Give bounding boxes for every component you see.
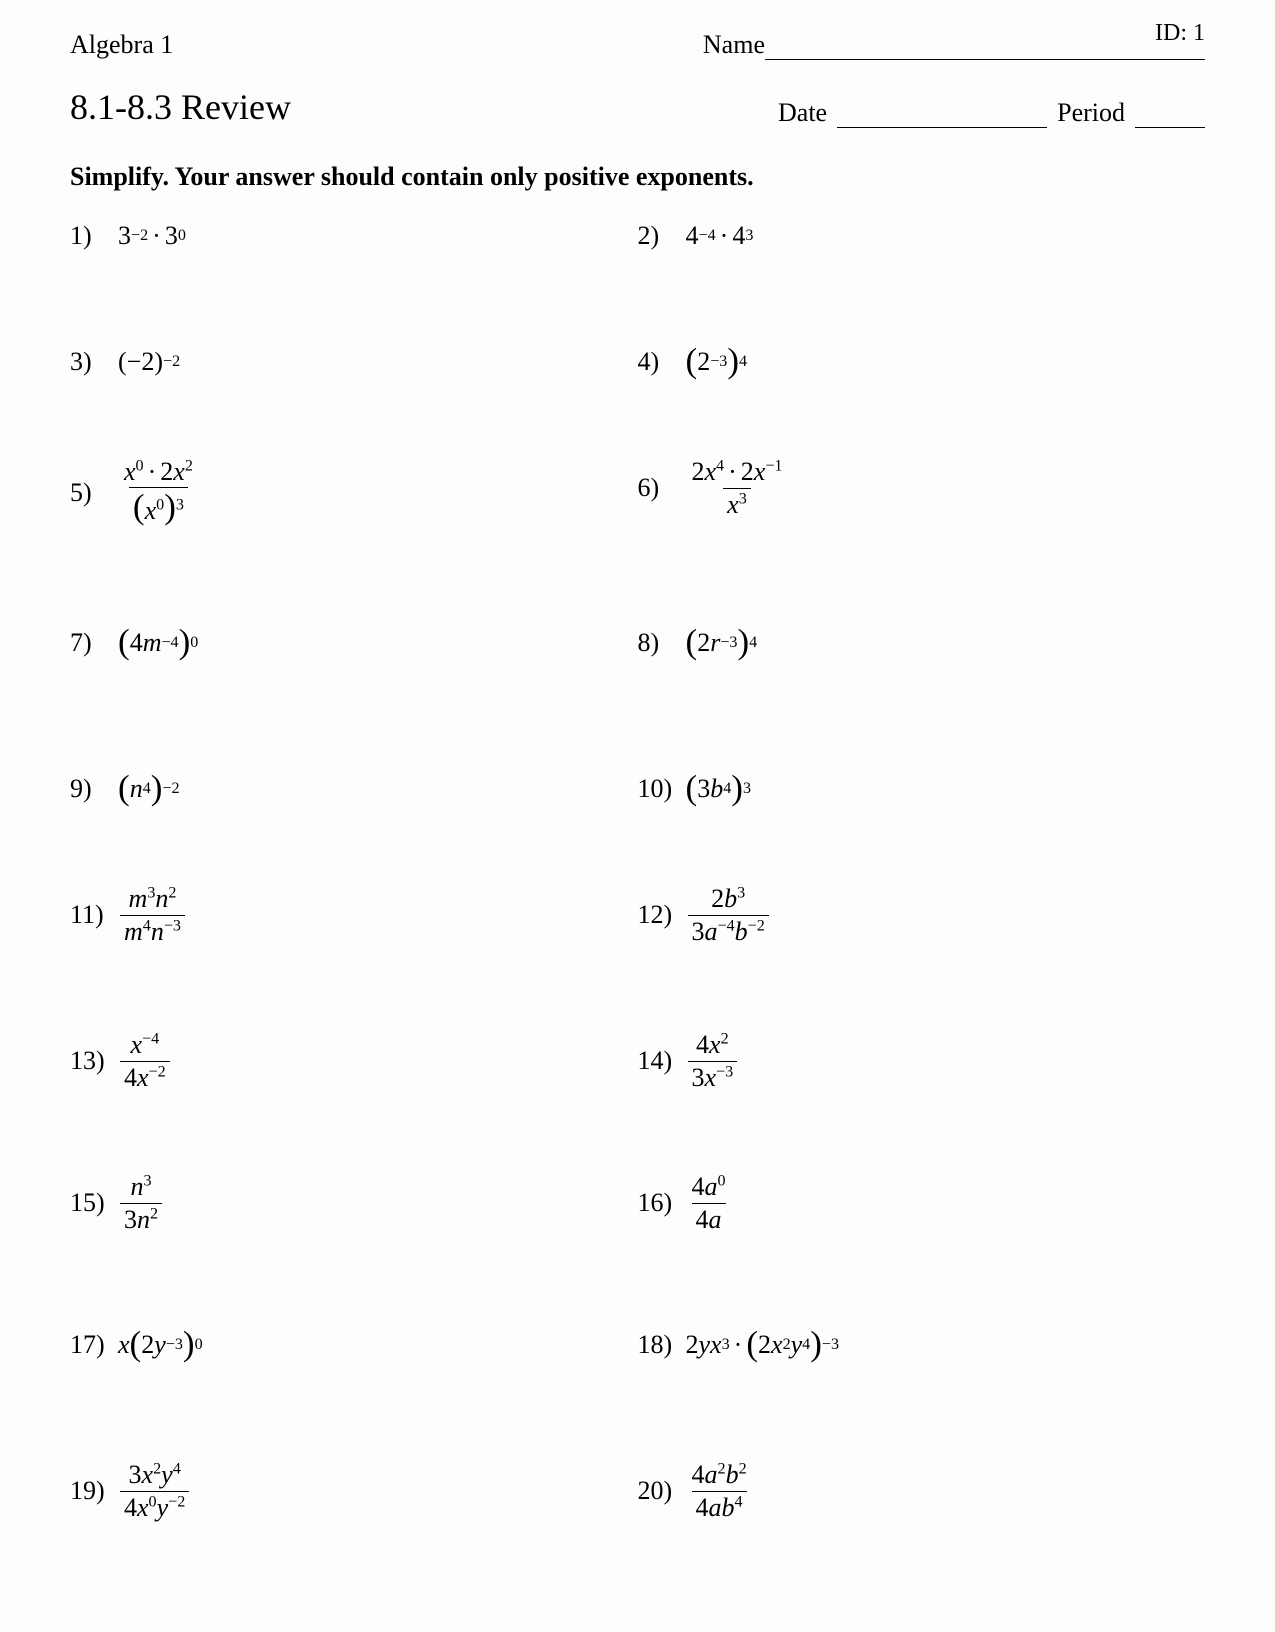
problem-row: 15)n33n216)4a04a: [70, 1173, 1205, 1233]
problem-expression: 3−2·30: [118, 221, 186, 251]
worksheet-title: 8.1-8.3 Review: [70, 86, 291, 128]
problem-number: 20): [638, 1476, 686, 1506]
problem-row: 11)m3n2m4n−312)2b33a−4b−2: [70, 885, 1205, 945]
problem: 16)4a04a: [638, 1173, 1206, 1233]
problem-row: 5)x0·2x2(x0)36)2x4·2x−1x3: [70, 458, 1205, 527]
instructions: Simplify. Your answer should contain onl…: [70, 162, 1205, 192]
problem: 10)(3b4)3: [638, 759, 1206, 819]
problem: 12)2b33a−4b−2: [638, 885, 1206, 945]
name-block: Name: [703, 30, 1205, 60]
name-blank-line: [765, 30, 1205, 60]
period-blank-line: [1135, 98, 1205, 128]
problem-number: 3): [70, 347, 118, 377]
date-label: Date: [778, 98, 827, 128]
problem-row: 19)3x2y44x0y−220)4a2b24ab4: [70, 1461, 1205, 1521]
course-label: Algebra 1: [70, 30, 173, 60]
problem-expression: (−2)−2: [118, 347, 180, 377]
name-label: Name: [703, 30, 765, 60]
problem-expression: (4m−4)0: [118, 623, 198, 663]
problem-number: 9): [70, 774, 118, 804]
problem-expression: x0·2x2(x0)3: [118, 458, 199, 527]
date-period-block: Date Period: [778, 98, 1205, 128]
problem-number: 10): [638, 774, 686, 804]
problem: 7)(4m−4)0: [70, 613, 638, 673]
problem: 1)3−2·30: [70, 206, 638, 266]
problem-expression: 4a2b24ab4: [686, 1461, 753, 1521]
header-row: Algebra 1 Name: [70, 30, 1205, 60]
problem-row: 7)(4m−4)08)(2r−3)4: [70, 613, 1205, 673]
problem-expression: 4x23x−3: [686, 1031, 740, 1091]
problem-expression: 4a04a: [686, 1173, 732, 1233]
problem: 17)x(2y−3)0: [70, 1315, 638, 1375]
problem-expression: (2r−3)4: [686, 623, 758, 663]
problem-number: 17): [70, 1330, 118, 1360]
problem-number: 4): [638, 347, 686, 377]
problem: 15)n33n2: [70, 1173, 638, 1233]
id-label: ID: 1: [1155, 20, 1205, 47]
problem-number: 12): [638, 900, 686, 930]
problems-grid: 1)3−2·302)4−4·433)(−2)−24)(2−3)45)x0·2x2…: [70, 206, 1205, 1521]
title-row: 8.1-8.3 Review Date Period: [70, 86, 1205, 128]
problem: 13)x−44x−2: [70, 1031, 638, 1091]
problem-number: 11): [70, 900, 118, 930]
problem-expression: (3b4)3: [686, 769, 752, 809]
problem: 2)4−4·43: [638, 206, 1206, 266]
problem-row: 9)(n4)−210)(3b4)3: [70, 759, 1205, 819]
problem-row: 1)3−2·302)4−4·43: [70, 206, 1205, 266]
problem: 20)4a2b24ab4: [638, 1461, 1206, 1521]
problem: 9)(n4)−2: [70, 759, 638, 819]
problem: 6)2x4·2x−1x3: [638, 458, 1206, 518]
problem-number: 1): [70, 221, 118, 251]
problem-expression: 2yx3·(2x2y4)−3: [686, 1325, 840, 1365]
problem: 4)(2−3)4: [638, 332, 1206, 392]
problem-number: 13): [70, 1046, 118, 1076]
problem-number: 6): [638, 473, 686, 503]
problem-row: 17)x(2y−3)018)2yx3·(2x2y4)−3: [70, 1315, 1205, 1375]
problem-number: 14): [638, 1046, 686, 1076]
problem-expression: (n4)−2: [118, 769, 180, 809]
problem-expression: 2b33a−4b−2: [686, 885, 771, 945]
problem-expression: n33n2: [118, 1173, 164, 1233]
problem-number: 7): [70, 628, 118, 658]
problem: 14)4x23x−3: [638, 1031, 1206, 1091]
problem-number: 2): [638, 221, 686, 251]
problem-number: 16): [638, 1188, 686, 1218]
problem-expression: (2−3)4: [686, 342, 748, 382]
problem: 8)(2r−3)4: [638, 613, 1206, 673]
problem-expression: 3x2y44x0y−2: [118, 1461, 191, 1521]
problem-number: 15): [70, 1188, 118, 1218]
problem: 18)2yx3·(2x2y4)−3: [638, 1315, 1206, 1375]
problem-number: 19): [70, 1476, 118, 1506]
problem-expression: 4−4·43: [686, 221, 754, 251]
date-blank-line: [837, 98, 1047, 128]
worksheet-page: ID: 1 Algebra 1 Name 8.1-8.3 Review Date…: [0, 0, 1275, 1632]
problem: 19)3x2y44x0y−2: [70, 1461, 638, 1521]
problem: 5)x0·2x2(x0)3: [70, 458, 638, 527]
problem-number: 18): [638, 1330, 686, 1360]
period-label: Period: [1057, 98, 1125, 128]
problem-number: 8): [638, 628, 686, 658]
problem-row: 3)(−2)−24)(2−3)4: [70, 332, 1205, 392]
problem: 11)m3n2m4n−3: [70, 885, 638, 945]
problem-expression: x−44x−2: [118, 1031, 172, 1091]
problem-number: 5): [70, 478, 118, 508]
problem-expression: 2x4·2x−1x3: [686, 458, 789, 518]
problem-row: 13)x−44x−214)4x23x−3: [70, 1031, 1205, 1091]
problem-expression: m3n2m4n−3: [118, 885, 187, 945]
problem: 3)(−2)−2: [70, 332, 638, 392]
problem-expression: x(2y−3)0: [118, 1325, 203, 1365]
